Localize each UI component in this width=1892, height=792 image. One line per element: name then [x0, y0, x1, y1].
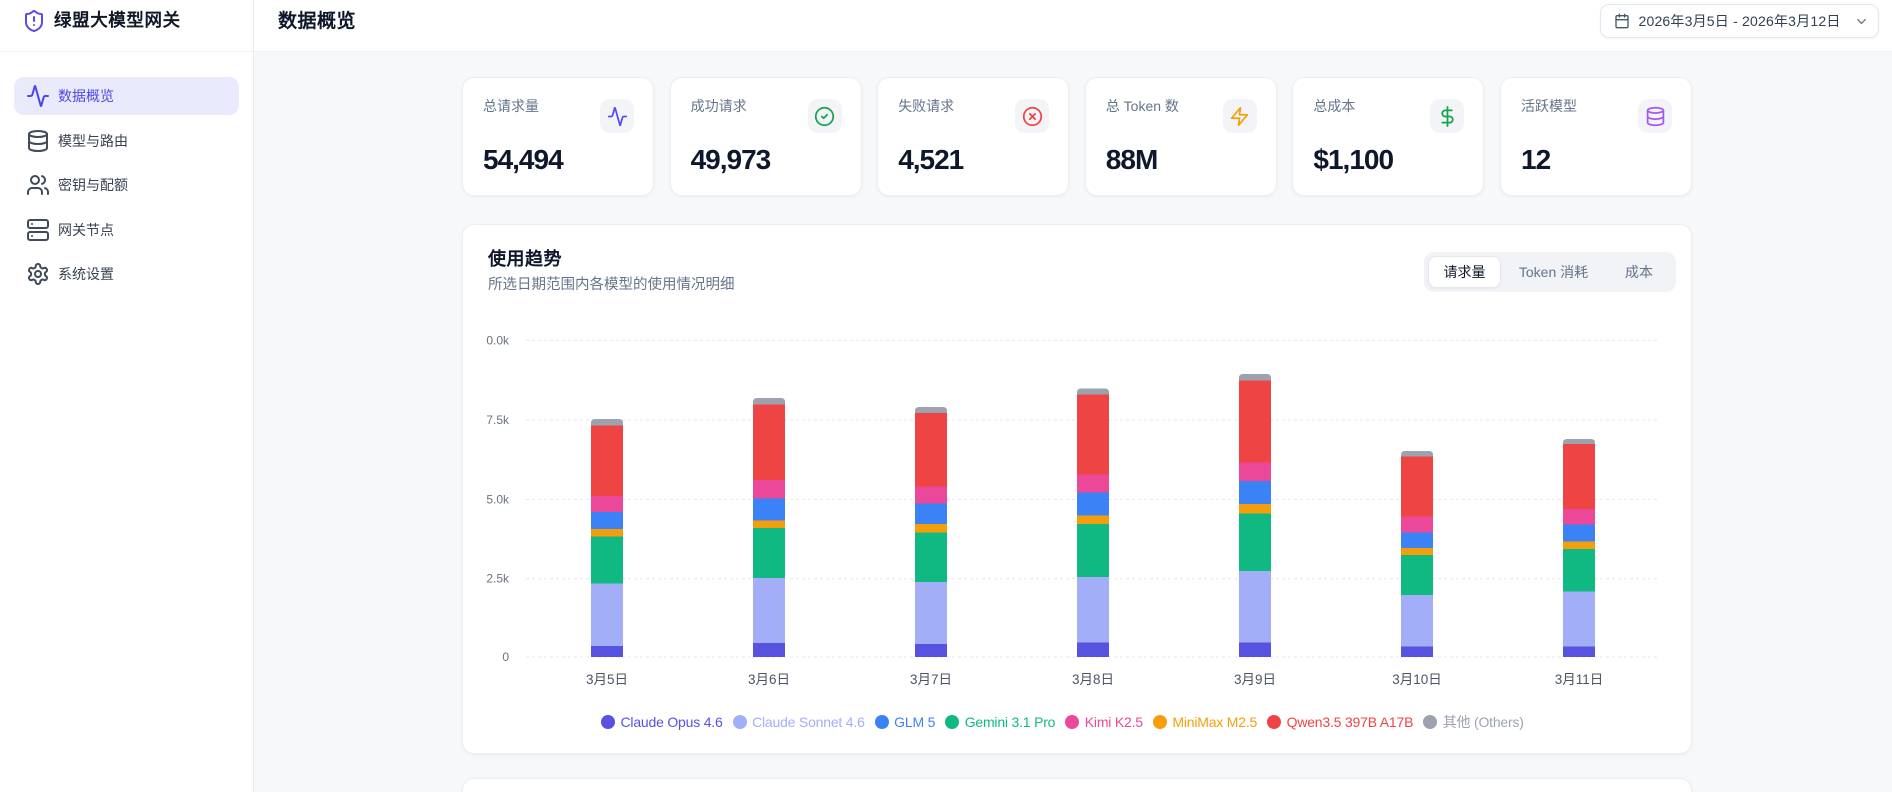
svg-text:3月10日: 3月10日: [1392, 672, 1442, 687]
svg-text:3月5日: 3月5日: [586, 672, 628, 687]
svg-text:2.5k: 2.5k: [486, 572, 510, 586]
svg-text:0: 0: [502, 650, 509, 664]
svg-text:7.5k: 7.5k: [486, 413, 510, 427]
svg-text:5.0k: 5.0k: [486, 493, 510, 507]
svg-text:3月6日: 3月6日: [748, 672, 790, 687]
svg-text:0.0k: 0.0k: [486, 333, 510, 347]
svg-text:3月11日: 3月11日: [1555, 672, 1604, 687]
svg-text:3月8日: 3月8日: [1072, 672, 1114, 687]
svg-text:3月7日: 3月7日: [910, 672, 952, 687]
svg-text:3月9日: 3月9日: [1234, 672, 1276, 687]
